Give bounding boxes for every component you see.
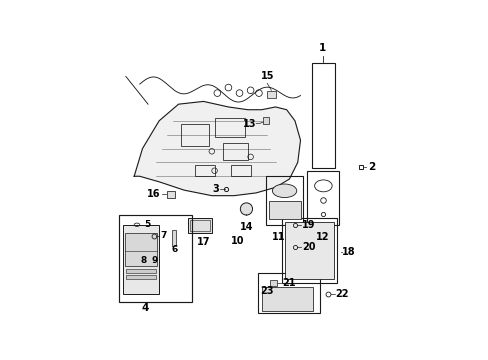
Bar (268, 201, 300, 219)
Text: 8: 8 (141, 256, 147, 265)
Bar (125, 275, 156, 279)
Text: 23: 23 (260, 286, 273, 296)
Bar (282, 218, 336, 283)
Text: 21: 21 (282, 278, 295, 288)
Bar (269, 280, 276, 286)
Bar (125, 233, 157, 266)
Bar (261, 287, 312, 311)
Text: 14: 14 (239, 222, 253, 232)
Bar (181, 123, 208, 146)
Text: 11: 11 (271, 232, 285, 242)
Bar (195, 165, 214, 176)
Text: 1: 1 (318, 43, 325, 53)
Bar (231, 165, 250, 176)
Text: 16: 16 (147, 189, 160, 199)
Bar (223, 143, 247, 159)
Bar (188, 218, 211, 233)
Text: 10: 10 (231, 236, 244, 246)
Text: 19: 19 (301, 220, 315, 230)
Text: 9: 9 (151, 256, 158, 265)
Text: 6: 6 (171, 245, 177, 254)
Text: 2: 2 (367, 162, 375, 172)
Bar (166, 191, 175, 198)
Text: 17: 17 (196, 237, 210, 247)
Ellipse shape (272, 184, 296, 198)
Bar (257, 273, 319, 314)
Polygon shape (134, 102, 300, 195)
Text: 3: 3 (212, 184, 218, 194)
Bar (307, 171, 339, 225)
Bar (119, 215, 192, 302)
Text: 20: 20 (301, 242, 315, 252)
Bar (214, 118, 244, 138)
Bar (262, 117, 269, 124)
Text: 15: 15 (260, 71, 273, 81)
Text: 4: 4 (142, 303, 149, 313)
Bar (172, 230, 176, 246)
Text: 7: 7 (160, 231, 166, 240)
Bar (123, 225, 159, 294)
Text: 13: 13 (242, 118, 256, 129)
Text: 22: 22 (334, 289, 348, 299)
Bar (311, 63, 334, 168)
Text: 5: 5 (143, 220, 150, 229)
Bar (267, 91, 275, 98)
Bar (265, 176, 303, 225)
Text: 18: 18 (342, 247, 355, 257)
Bar (125, 269, 156, 273)
Bar (190, 220, 209, 231)
Circle shape (240, 203, 252, 215)
Bar (285, 222, 333, 279)
Text: 12: 12 (315, 232, 329, 242)
